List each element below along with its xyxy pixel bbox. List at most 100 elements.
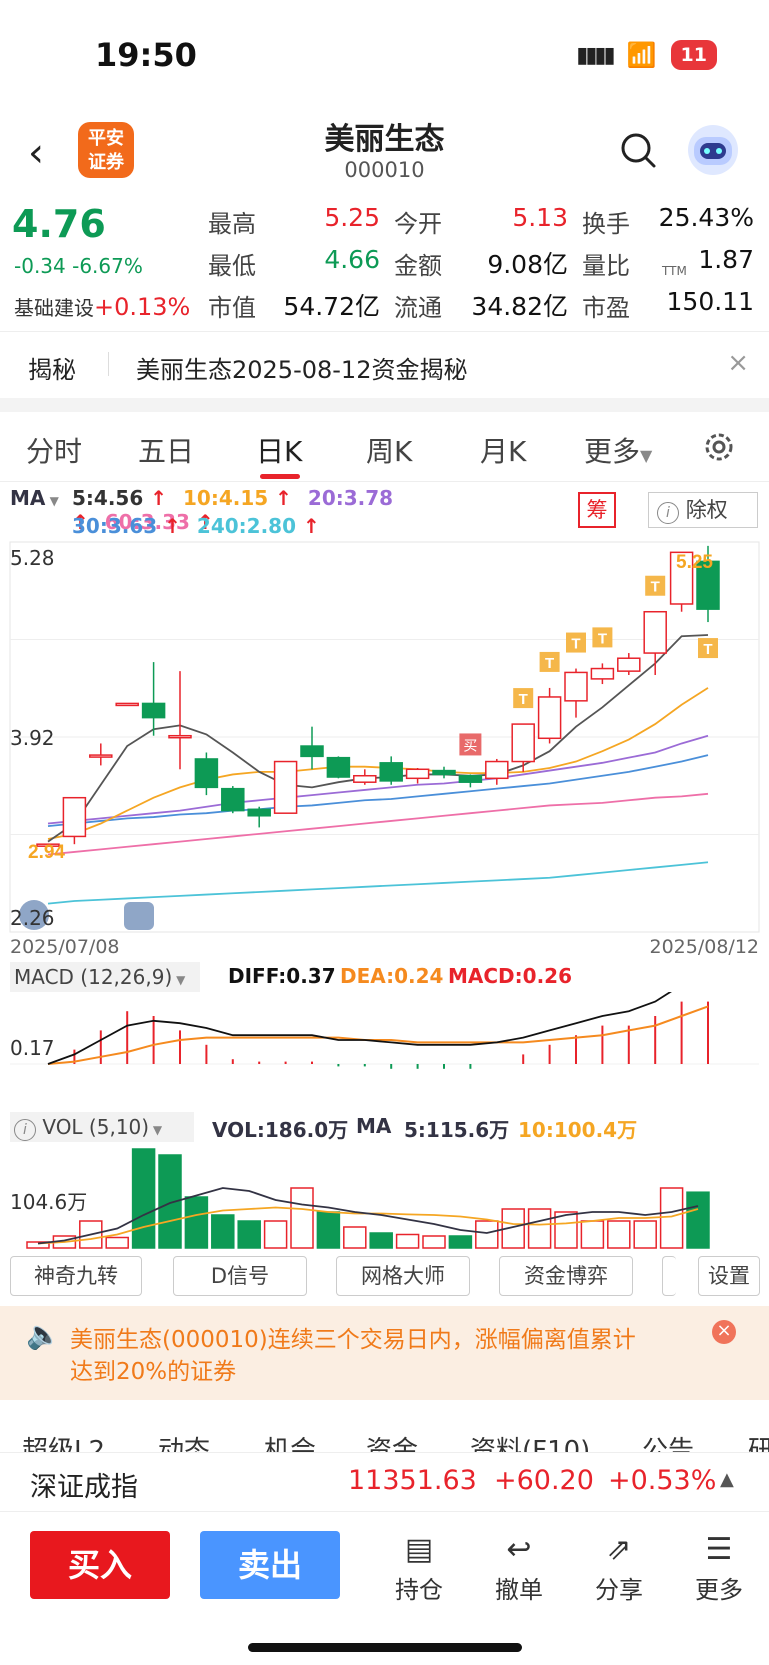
- price-change: -0.34 -6.67%: [14, 254, 143, 278]
- brand-logo[interactable]: 平安 证券: [78, 122, 134, 178]
- t-signal-icon: [698, 638, 718, 659]
- candle-body: [62, 796, 87, 838]
- candle-body: [300, 745, 324, 758]
- volume-bar: [369, 1232, 393, 1249]
- quote-value: 5.13: [512, 203, 568, 232]
- t-signal-icon: [539, 651, 560, 672]
- tab-news[interactable]: 动态: [158, 1436, 211, 1452]
- ma-selector[interactable]: MA ▼: [10, 486, 59, 510]
- quote-label: 市值: [208, 294, 256, 322]
- tool-more-partial[interactable]: [662, 1256, 676, 1296]
- menu-icon: ☰: [705, 1532, 733, 1567]
- caret-down-icon: ▼: [172, 973, 186, 987]
- quote-label: 金额: [394, 252, 442, 280]
- tab-daily-k[interactable]: 日K: [256, 435, 303, 468]
- candle-body: [36, 843, 60, 847]
- quote-label: 量比: [582, 252, 630, 280]
- candle-body: [168, 734, 192, 739]
- back-icon[interactable]: ‹: [28, 130, 44, 176]
- abnormal-notice[interactable]: 🔈 美丽生态(000010)连续三个交易日内，涨幅偏离值累计 达到20%的证券 …: [0, 1306, 769, 1400]
- tool-magic-nine[interactable]: 神奇九转: [10, 1256, 142, 1296]
- search-icon[interactable]: [618, 130, 658, 170]
- tool-d-signal[interactable]: D信号: [173, 1256, 307, 1296]
- candle-body: [353, 774, 377, 783]
- candle-body: [564, 671, 588, 702]
- share-button[interactable]: ⇗ 分享: [584, 1530, 654, 1605]
- quote-value: 54.72亿: [283, 292, 380, 321]
- settings-gear-icon[interactable]: [702, 430, 736, 464]
- tab-five-day[interactable]: 五日: [138, 435, 195, 468]
- tab-announcement[interactable]: 公告: [642, 1436, 695, 1452]
- vol-ma5-line: [37, 1187, 699, 1245]
- volume-bar: [211, 1214, 235, 1249]
- position-button[interactable]: ▤ 持仓: [384, 1530, 454, 1605]
- macd-chart[interactable]: [0, 992, 769, 1102]
- y-axis-bottom-label: 2.26: [10, 906, 55, 930]
- capital-reveal-banner[interactable]: 揭秘 美丽生态2025-08-12资金揭秘 ×: [0, 334, 769, 396]
- share-icon: ⇗: [606, 1532, 632, 1567]
- macd-y-label: 0.17: [10, 1036, 55, 1060]
- sector-info[interactable]: 基础建设+0.13%: [14, 293, 191, 321]
- volume-bar: [237, 1220, 261, 1249]
- volume-bar: [263, 1220, 288, 1249]
- y-axis-top-label: 5.28: [10, 546, 55, 570]
- quote-label: 流通: [394, 294, 442, 322]
- tab-super-l2[interactable]: 超级L2: [22, 1436, 106, 1452]
- y-axis-mid-label: 3.92: [10, 726, 55, 750]
- tool-grid-master[interactable]: 网格大师: [336, 1256, 470, 1296]
- tab-intraday[interactable]: 分时: [26, 435, 83, 468]
- tool-capital-game[interactable]: 资金博弈: [499, 1256, 633, 1296]
- ma10-line: [47, 687, 709, 840]
- close-icon[interactable]: ×: [727, 348, 749, 378]
- sell-button[interactable]: 卖出: [200, 1531, 340, 1599]
- chip-distribution-button[interactable]: 筹: [578, 492, 616, 528]
- candle-body: [194, 758, 219, 789]
- period-tabs: 分时 五日 日K 周K 月K 更多▼: [0, 412, 769, 482]
- candle-body: [273, 760, 298, 814]
- vol-ma-label: MA: [356, 1114, 392, 1138]
- tab-more[interactable]: 更多▼: [584, 435, 653, 468]
- ma-legend-item: 60:3.33 ↑: [104, 510, 214, 534]
- more-button[interactable]: ☰ 更多: [684, 1530, 754, 1605]
- index-change: +60.20: [494, 1465, 594, 1496]
- date-start-label: 2025/07/08: [10, 936, 120, 958]
- ma-legend-row-1: 5:4.56 ↑ 10:4.15 ↑ 20:3.78 ↑ 60:3.33 ↑: [72, 486, 512, 534]
- volume-bar: [607, 1220, 631, 1249]
- wifi-icon: 📶: [626, 41, 657, 69]
- ex-rights-button[interactable]: i 除权: [648, 492, 758, 528]
- kline-chart[interactable]: TTTTTTT买2.945.25: [0, 540, 769, 960]
- tab-capital[interactable]: 资金: [366, 1436, 419, 1452]
- buy-button[interactable]: 买入: [30, 1531, 170, 1599]
- quote-panel: 4.76 -0.34 -6.67% 基础建设+0.13% 最高 5.25 今开 5.1…: [0, 192, 769, 332]
- close-icon[interactable]: ×: [712, 1320, 736, 1344]
- current-price: 4.76: [12, 202, 106, 246]
- section-gap: [0, 398, 769, 412]
- tab-opportunity[interactable]: 机会: [264, 1436, 317, 1452]
- tab-monthly-k[interactable]: 月K: [480, 435, 527, 468]
- high-price-mark: 5.25: [676, 552, 713, 573]
- t-signal-label: T: [519, 691, 528, 708]
- robot-assistant-icon[interactable]: [688, 125, 738, 175]
- t-signal-label: T: [703, 641, 712, 658]
- expand-up-icon[interactable]: ▲: [720, 1469, 734, 1490]
- vol-ma10: 10:100.4万: [518, 1118, 638, 1142]
- cancel-order-button[interactable]: ↩ 撤单: [484, 1530, 554, 1605]
- volume-bar: [105, 1236, 129, 1249]
- tab-research[interactable]: 研: [748, 1436, 769, 1452]
- ma20-line: [47, 734, 709, 825]
- t-signal-icon: [513, 688, 534, 709]
- tab-weekly-k[interactable]: 周K: [366, 435, 413, 468]
- ma-legend-item: 10:4.15 ↑: [183, 486, 292, 510]
- arrow-up-icon: ↑: [275, 486, 292, 510]
- vol-selector[interactable]: i VOL (5,10) ▼: [10, 1112, 194, 1142]
- ma-legend-item: 240:2.80 ↑: [196, 514, 320, 538]
- t-signal-icon: [566, 632, 586, 653]
- tool-settings[interactable]: 设置: [698, 1256, 760, 1296]
- index-ticker[interactable]: 深证成指 11351.63 +60.20 +0.53% ▲: [0, 1452, 769, 1512]
- ma-legend-item: 30:3.63 ↑: [72, 514, 181, 538]
- macd-selector[interactable]: MACD (12,26,9) ▼: [10, 962, 200, 992]
- volume-bar: [26, 1241, 50, 1249]
- volume-chart[interactable]: [0, 1142, 769, 1250]
- tab-f10[interactable]: 资料(F10): [470, 1436, 591, 1452]
- indicator-tools: 神奇九转 D信号 网格大师 资金博弈 设置: [0, 1256, 769, 1300]
